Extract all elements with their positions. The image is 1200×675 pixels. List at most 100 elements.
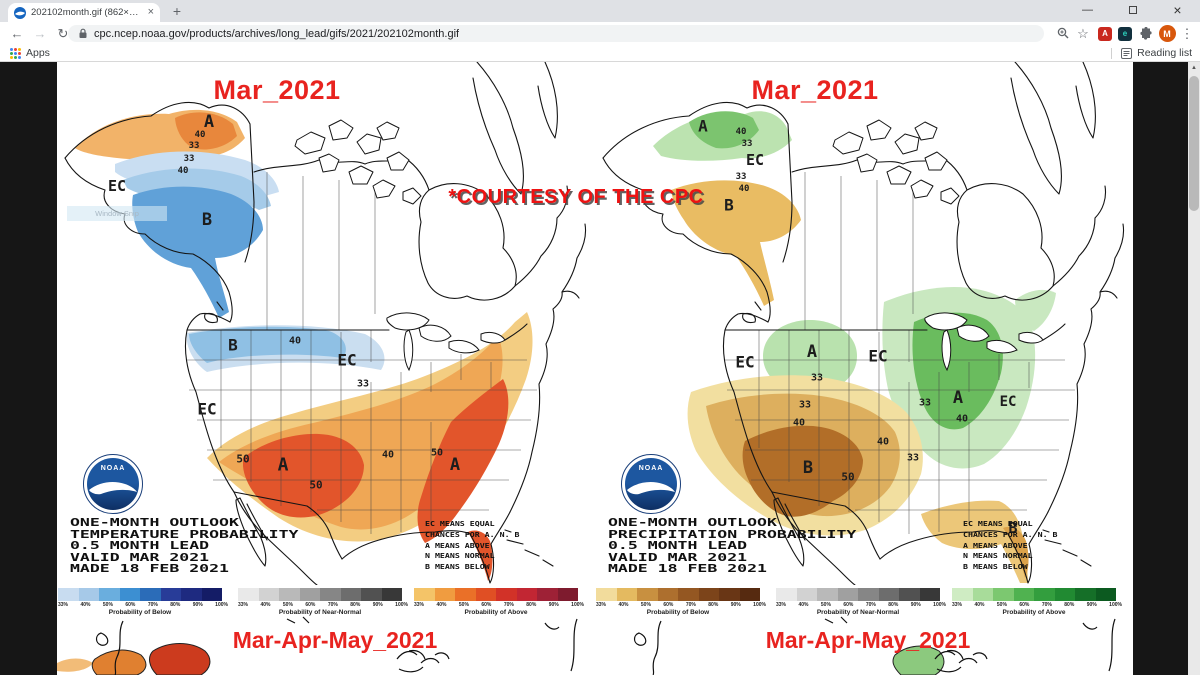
lock-icon [79,28,87,38]
colorbar-above: 33% 40% 50% 60% 70% 80% 90% 100% Probability of … [952,588,1122,616]
maximize-button[interactable] [1110,0,1155,22]
colorbar [952,588,1116,601]
url-text: cpc.ncep.noaa.gov/products/archives/long… [94,27,460,40]
scrollbar-thumb[interactable] [1189,76,1199,211]
colorbar [58,588,222,601]
colorbar-tick: 70% [865,602,876,608]
map-region-ak_above_core [689,111,759,149]
colorbar-tick: 80% [526,602,537,608]
colorbar-segment [58,588,79,601]
colorbar-segment [516,588,537,601]
map-label: 33 [798,399,812,411]
colorbar-segment [537,588,558,601]
map-label: 33 [188,141,200,151]
colorbar-tick: 33% [776,602,787,608]
map-region-sw_core [243,433,364,518]
apps-button[interactable]: Apps [10,45,50,61]
noaa-logo: NOAA [621,454,681,514]
map-label: 33 [183,154,195,164]
map-label: EC [735,352,755,372]
map-region-ak_above_core [175,112,237,150]
colorbar-ticks: 33% 40% 50% 60% 70% 80% 90% 100% [414,602,584,608]
apps-grid-icon [10,47,21,59]
colorbar-tick: 100% [1109,602,1122,608]
map-footer-line: 0.5 MONTH LEAD [608,539,748,553]
map-regions [653,111,1056,583]
map-label: EC [868,346,888,366]
colorbar-tick: 70% [147,602,158,608]
bookmark-star-icon[interactable]: ☆ [1077,25,1089,41]
menu-dots-icon[interactable]: ⋮ [1180,25,1194,41]
reload-button[interactable]: ↻ [57,26,69,41]
new-tab-button[interactable]: + [172,3,182,19]
colorbar-tick: 40% [618,602,629,608]
colorbar-tick: 100% [215,602,228,608]
seasonal-temperature-map-top: Mar-Apr-May_2021 [57,615,595,675]
reading-list-button[interactable]: Reading list [1121,45,1192,61]
noaa-favicon-icon [14,6,26,19]
back-button[interactable]: ← [10,26,24,41]
extensions-puzzle-icon[interactable] [1136,25,1154,42]
forward-button[interactable]: → [33,26,47,41]
close-button[interactable]: × [1173,2,1182,18]
colorbar-segment [596,588,617,601]
colorbar-ticks: 33% 40% 50% 60% 70% 80% 90% 100% [238,602,408,608]
address-bar[interactable]: cpc.ncep.noaa.gov/products/archives/long… [68,25,1044,42]
map-label: B [802,458,814,478]
map-title: Mar_2021 [213,75,341,105]
page-content: A 40 33 EC 33 40 B B 40 EC EC 33 40 50 A 50 50 A Mar_2021… [0,62,1188,675]
colorbar-tick: 40% [80,602,91,608]
map-label: 50 [430,447,444,459]
colorbar-segment [972,588,993,601]
minimize-button[interactable]: — [1082,4,1093,16]
map-title: Mar_2021 [751,75,879,105]
vertical-scrollbar[interactable]: ▲ [1188,62,1200,675]
colorbar-segment [678,588,699,601]
temperature-outlook-map: A 40 33 EC 33 40 B B 40 EC EC 33 40 50 A 50 50 A Mar_2021… [57,62,595,616]
noaa-bird-icon [89,482,137,495]
colorbar-caption: Probability of Above [1002,609,1066,616]
map-label: EC [745,151,765,169]
map-region-ak_below_band [671,180,801,306]
map-label: A [698,116,708,136]
colorbar-tick: 80% [350,602,361,608]
map-graphic [633,616,1116,675]
scrollbar-up-icon[interactable]: ▲ [1191,65,1197,71]
profile-avatar[interactable]: M [1158,25,1176,42]
tab-close-icon[interactable]: × [147,6,154,18]
colorbar-segment [616,588,637,601]
map-legend-line: CHANCES FOR A. N. B [425,530,520,539]
colorbar-tick: 80% [888,602,899,608]
map-graphic [57,616,578,675]
zoom-icon[interactable] [1054,25,1072,42]
colorbar-tick: 50% [820,602,831,608]
map-label: 33 [810,372,824,384]
map-label: 40 [792,417,806,429]
colorbar-segment [657,588,678,601]
dark-extension-icon[interactable]: e [1116,25,1134,42]
map-legend-line: A MEANS ABOVE [963,541,1028,550]
colorbar-below: 33% 40% 50% 60% 70% 80% 90% 100% Probability of … [58,588,228,616]
map-label: 40 [876,436,890,448]
colorbar-tick: 80% [708,602,719,608]
colorbar-segment [776,588,797,601]
map-region-midwest_core [912,312,1003,430]
map-label: 33 [735,172,747,182]
noaa-logo-text: NOAA [100,465,126,472]
colorbar-tick: 50% [640,602,651,608]
colorbar-segment [919,588,940,601]
map-legend-line: EC MEANS EQUAL [963,520,1033,528]
colorbar [238,588,402,601]
pdf-extension-icon[interactable]: A [1096,25,1114,42]
colorbar-segment [1013,588,1034,601]
map-footer-line: 0.5 MONTH LEAD [70,539,210,553]
colorbar-segment [140,588,161,601]
map-footer-line: ONE-MONTH OUTLOOK [70,516,239,529]
browser-tab[interactable]: 202102month.gif (862×848) × [8,3,160,22]
colorbar-segment [160,588,181,601]
courtesy-text: *COURTESY OF THE CPC [448,186,704,208]
apps-label: Apps [26,47,50,59]
noaa-logo-text: NOAA [638,465,664,472]
colorbar-tick: 100% [933,602,946,608]
map-legend-line: B MEANS BELOW [963,563,1028,572]
